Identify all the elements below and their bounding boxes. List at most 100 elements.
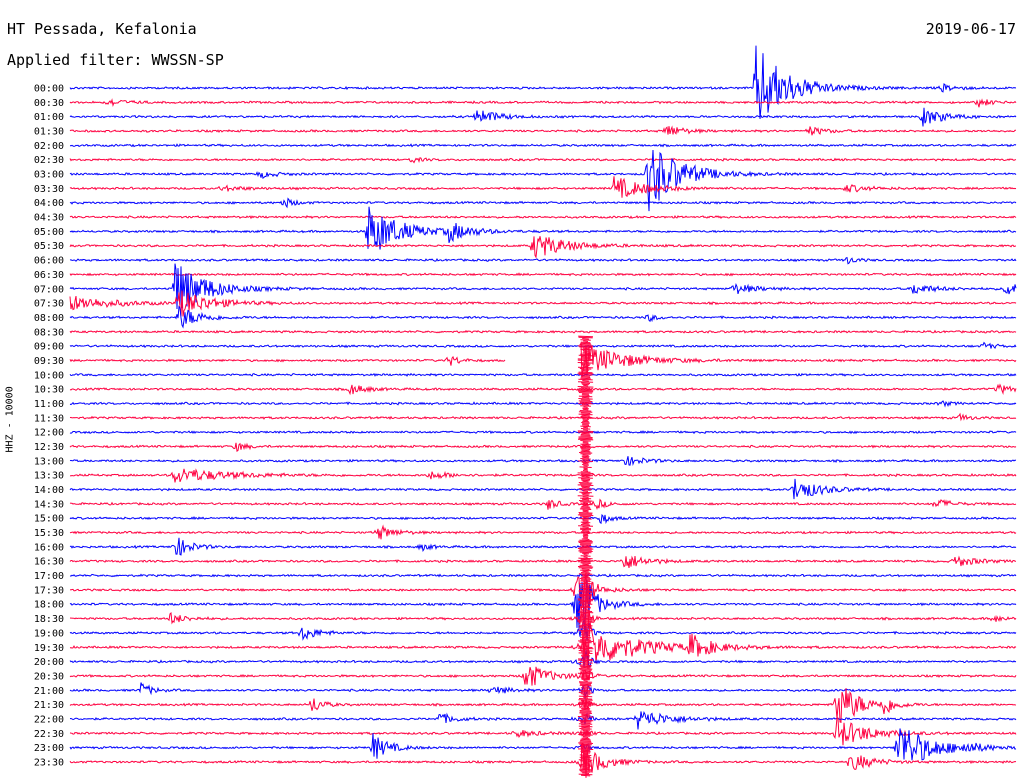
time-tick-label: 08:00 (34, 313, 64, 324)
time-tick-label: 02:00 (34, 141, 64, 152)
station-title: HT Pessada, Kefalonia (7, 20, 197, 38)
trace-row (69, 236, 1017, 259)
trace-row (69, 456, 1017, 466)
trace-row (69, 682, 1017, 699)
trace-row (69, 176, 1017, 198)
time-tick-label: 15:00 (34, 514, 64, 525)
time-tick-label: 21:30 (34, 700, 64, 711)
trace-row (69, 478, 1017, 500)
trace-row (69, 513, 1017, 525)
time-tick-label: 17:00 (34, 571, 64, 582)
time-tick-label: 06:00 (34, 256, 64, 267)
time-tick-label: 12:30 (34, 442, 64, 453)
date-label: 2019-06-17 (925, 20, 1016, 38)
time-tick-label: 09:00 (34, 342, 64, 353)
trace-row (69, 383, 1017, 396)
time-tick-label: 00:30 (34, 98, 64, 109)
trace-row (69, 125, 1016, 136)
trace-row (69, 256, 1017, 265)
trace-row (69, 650, 1017, 668)
trace-row (69, 272, 1017, 277)
time-tick-label: 11:30 (34, 413, 64, 424)
time-tick-label: 19:00 (34, 628, 64, 639)
trace-row (69, 572, 1017, 611)
trace-row (69, 329, 1017, 334)
trace-row (69, 618, 1017, 642)
time-tick-label: 23:00 (34, 743, 64, 754)
time-tick-label: 16:30 (34, 557, 64, 568)
time-tick-label: 11:00 (34, 399, 64, 410)
time-tick-label: 17:30 (34, 585, 64, 596)
time-tick-label: 23:30 (34, 757, 64, 768)
trace-row (69, 610, 1017, 633)
time-tick-label: 14:00 (34, 485, 64, 496)
trace-row (69, 143, 1017, 148)
time-tick-label: 22:30 (34, 729, 64, 740)
trace-row (69, 107, 1017, 127)
time-tick-label: 04:30 (34, 213, 64, 224)
trace-row (69, 45, 1017, 119)
time-tick-label: 10:00 (34, 370, 64, 381)
trace-row (69, 214, 1017, 220)
trace-row (69, 688, 1017, 723)
time-tick-label: 16:00 (34, 542, 64, 553)
trace-row (69, 206, 1017, 250)
trace-row (69, 341, 1017, 350)
trace-row (69, 157, 1017, 164)
time-tick-label: 18:00 (34, 600, 64, 611)
trace-row (69, 149, 1017, 212)
trace-row (69, 555, 1016, 568)
time-tick-label: 07:00 (34, 284, 64, 295)
trace-row (69, 412, 1017, 422)
time-tick-label: 22:00 (34, 714, 64, 725)
trace-row (69, 290, 1017, 317)
trace-row (69, 498, 1017, 510)
time-tick-label: 18:30 (34, 614, 64, 625)
trace-row (69, 98, 1017, 108)
time-tick-label: 05:00 (34, 227, 64, 238)
trace-row (69, 372, 1017, 377)
time-tick-label: 15:30 (34, 528, 64, 539)
time-tick-label: 21:00 (34, 686, 64, 697)
trace-row (69, 537, 1017, 556)
main-event-trace (577, 335, 594, 777)
time-tick-label: 07:30 (34, 299, 64, 310)
time-tick-label: 13:30 (34, 471, 64, 482)
trace-row (69, 342, 1017, 378)
trace-row (69, 580, 1017, 631)
time-tick-label: 06:30 (34, 270, 64, 281)
trace-row (69, 430, 1017, 435)
time-tick-label: 10:30 (34, 385, 64, 396)
trace-row (69, 263, 1017, 310)
time-tick-label: 04:00 (34, 198, 64, 209)
time-tick-label: 12:00 (34, 428, 64, 439)
trace-row (69, 716, 1017, 746)
trace-row (69, 573, 1017, 578)
trace-row (69, 400, 1017, 408)
time-tick-label: 02:30 (34, 155, 64, 166)
time-tick-label: 01:30 (34, 127, 64, 138)
time-tick-label: 20:00 (34, 657, 64, 668)
time-tick-label: 20:30 (34, 671, 64, 682)
time-tick-label: 14:30 (34, 499, 64, 510)
time-tick-label: 09:30 (34, 356, 64, 367)
trace-row (69, 710, 1017, 730)
trace-row (69, 742, 1017, 778)
trace-row (69, 197, 1017, 209)
time-tick-label: 03:30 (34, 184, 64, 195)
time-tick-label: 08:30 (34, 327, 64, 338)
time-tick-label: 00:00 (34, 84, 64, 95)
time-tick-label: 01:00 (34, 112, 64, 123)
filter-label: Applied filter: WWSSN-SP (7, 51, 224, 69)
time-tick-label: 05:30 (34, 241, 64, 252)
time-tick-label: 03:00 (34, 170, 64, 181)
trace-row (69, 468, 1017, 483)
trace-row (69, 442, 1017, 452)
time-tick-label: 13:00 (34, 456, 64, 467)
trace-row (69, 621, 1017, 669)
trace-row (69, 524, 1017, 540)
time-tick-label: 19:30 (34, 643, 64, 654)
trace-row (69, 305, 1017, 329)
trace-row (69, 728, 1017, 761)
